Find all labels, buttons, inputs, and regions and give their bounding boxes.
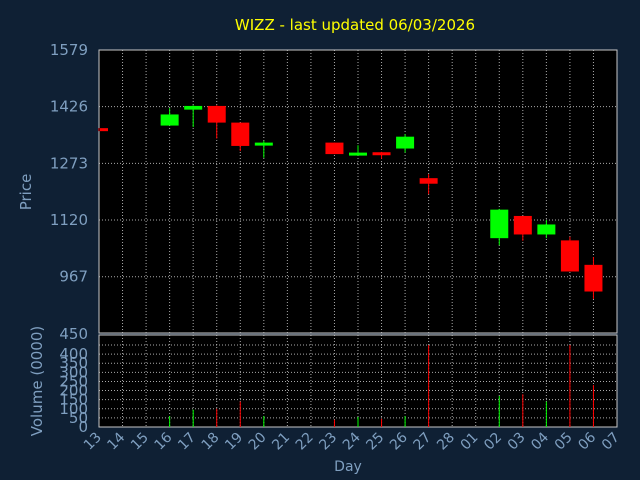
candle-body: [490, 209, 509, 239]
volume-tick-label: 50: [69, 409, 88, 427]
candle-25: [372, 151, 391, 159]
candle-body: [537, 224, 556, 235]
price-tick-label: 1426: [50, 98, 88, 116]
candle-02: [490, 208, 509, 246]
volume-tick-label: 400: [59, 345, 88, 363]
candle-body: [207, 105, 226, 123]
price-tick-label: 967: [59, 268, 88, 286]
candle-body: [160, 114, 179, 126]
price-tick-label: 1579: [50, 41, 88, 59]
volume-tick-label: 350: [59, 354, 88, 372]
candle-body: [560, 240, 579, 272]
candle-body: [584, 264, 603, 292]
candle-16: [160, 108, 179, 126]
candle-27: [419, 174, 438, 195]
volume-tick-label: 100: [59, 400, 88, 418]
candle-13: [98, 128, 108, 132]
volume-tick-label: 300: [59, 363, 88, 381]
candle-17: [184, 105, 203, 128]
volume-tick-label: 0: [78, 418, 88, 436]
candle-06: [584, 257, 603, 299]
candle-body: [100, 128, 108, 132]
grid-lines: [99, 50, 617, 427]
volume-bars: [169, 345, 594, 427]
candle-19: [231, 122, 250, 152]
candle-body: [513, 215, 532, 235]
price-tick-labels: 967 1120 1273 1426 1579: [50, 41, 88, 286]
candle-body: [325, 142, 344, 155]
day-axis-label: Day: [334, 459, 362, 475]
volume-tick-label: 150: [59, 391, 88, 409]
volume-axis-label: Volume (0000): [28, 326, 46, 436]
candle-18: [207, 105, 226, 139]
price-tick-label: 1120: [50, 211, 88, 229]
candle-body: [419, 178, 438, 184]
candle-04: [537, 220, 556, 239]
candle-body: [184, 105, 203, 110]
candle-05: [560, 236, 579, 272]
volume-tick-label: 200: [59, 382, 88, 400]
candle-body: [231, 122, 250, 146]
candle-03: [513, 215, 532, 241]
chart-title: WIZZ - last updated 06/03/2026: [235, 16, 475, 34]
candle-23: [325, 142, 344, 155]
candle-body: [372, 152, 391, 156]
candle-body: [349, 152, 367, 156]
candle-26: [396, 134, 415, 153]
candle-24: [349, 145, 367, 156]
candlesticks: [98, 105, 603, 299]
price-tick-label: 1273: [50, 154, 88, 172]
candle-body: [254, 142, 273, 146]
day-tick-labels: 13 14 15 16 17 18 19 20 21 22 23 24 25 26 27 28 01 02 03 04…: [81, 429, 623, 453]
price-axis-label: Price: [17, 174, 35, 211]
volume-tick-label: 250: [59, 372, 88, 390]
candle-20: [254, 140, 273, 158]
volume-tick-label: 450: [59, 325, 88, 343]
candle-body: [396, 136, 415, 149]
